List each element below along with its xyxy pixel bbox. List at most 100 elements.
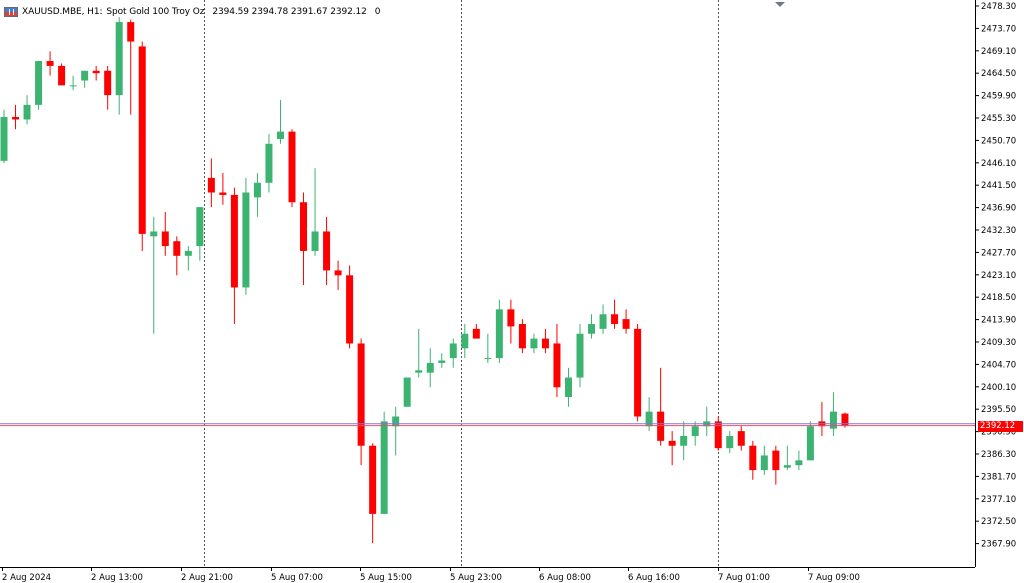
zero-value: 0 [374, 7, 381, 17]
y-tick-label: 2367.90 [981, 540, 1016, 550]
candle-bull [645, 411, 653, 427]
candle-bull [311, 231, 319, 251]
candle-bear [138, 46, 146, 234]
candle-bull [276, 131, 284, 139]
candle-bear [207, 177, 215, 193]
ohlc-values: 2394.59 2394.78 2391.67 2392.12 [212, 7, 367, 17]
y-tick-label: 2418.50 [981, 293, 1016, 303]
y-tick-label: 2432.30 [981, 226, 1016, 236]
candle-bull [438, 360, 446, 363]
y-tick-label: 2390.90 [981, 428, 1016, 438]
candle-bull [23, 104, 31, 120]
candle-bear [12, 117, 20, 120]
candle-bear [346, 275, 354, 344]
candle-bear [714, 421, 722, 449]
chart-header: XAUUSD.MBE, H1: Spot Gold 100 Troy Oz 23… [4, 5, 380, 19]
candle-bear [92, 70, 100, 74]
y-tick-label: 2459.90 [981, 92, 1016, 102]
candle-bear [300, 202, 308, 251]
candle-bear [357, 343, 365, 446]
candle-bull [242, 192, 250, 288]
y-tick-label: 2427.70 [981, 248, 1016, 258]
candle-bear [323, 231, 331, 271]
candle-bull [115, 22, 123, 96]
y-tick-label: 2464.50 [981, 69, 1016, 79]
y-tick-label: 2395.50 [981, 405, 1016, 415]
y-tick-label: 2436.90 [981, 204, 1016, 214]
candle-bull [426, 362, 434, 373]
y-tick-label: 2441.50 [981, 181, 1016, 191]
y-tick-label: 2372.50 [981, 517, 1016, 527]
candle-bear [611, 314, 619, 324]
y-tick-label: 2469.10 [981, 47, 1016, 57]
candle-bear [737, 431, 745, 446]
y-tick-label: 2473.70 [981, 24, 1016, 34]
candle-bear [46, 61, 54, 66]
candle-bull [760, 455, 768, 471]
y-tick-label: 2423.10 [981, 271, 1016, 281]
y-tick-label: 2413.90 [981, 316, 1016, 326]
candle-bull [576, 333, 584, 378]
x-tick-label: 5 Aug 07:00 [271, 573, 323, 583]
candle-bear [622, 319, 630, 329]
x-tick-label: 7 Aug 09:00 [808, 573, 860, 583]
x-tick-label: 2 Aug 21:00 [181, 573, 233, 583]
x-tick-label: 7 Aug 01:00 [718, 573, 770, 583]
y-tick-label: 2409.30 [981, 338, 1016, 348]
candle-bear [58, 65, 66, 86]
scroll-marker-icon[interactable] [775, 2, 785, 7]
candle-bear [772, 450, 780, 471]
candle-bull [691, 426, 699, 436]
candle-bull [484, 358, 492, 360]
candle-bear [369, 445, 377, 514]
candle-bull [392, 416, 400, 427]
x-axis-labels: 2 Aug 2024 2 Aug 13:00 2 Aug 21:00 5 Aug 07… [2, 567, 860, 583]
y-tick-label: 2478.30 [981, 2, 1016, 12]
y-tick-label: 2446.10 [981, 159, 1016, 169]
candle-bull [196, 207, 204, 247]
x-tick-label: 6 Aug 08:00 [539, 573, 591, 583]
candle-bear [749, 445, 757, 471]
y-tick-label: 2377.10 [981, 495, 1016, 505]
candle-bear [841, 413, 849, 426]
symbol-description: Spot Gold 100 Troy Oz [106, 7, 205, 17]
candles [0, 17, 849, 544]
chart-window-icon [4, 7, 18, 17]
candle-bull [449, 343, 457, 359]
candle-bear [472, 328, 480, 339]
candle-bull [726, 435, 734, 449]
x-tick-label: 2 Aug 2024 [2, 573, 51, 583]
candle-bull [265, 143, 273, 183]
y-tick-label: 2386.30 [981, 450, 1016, 460]
candle-bear [219, 192, 227, 195]
candle-bear [553, 343, 561, 388]
candle-bear [161, 231, 169, 247]
y-tick-label: 2450.70 [981, 136, 1016, 146]
candle-bull [599, 314, 607, 329]
day-separators [204, 0, 719, 567]
candle-bull [795, 460, 803, 466]
candle-bull [564, 377, 572, 398]
x-tick-label: 2 Aug 13:00 [91, 573, 143, 583]
candle-bear [657, 411, 665, 441]
candle-bear [230, 194, 238, 288]
candle-bear [334, 270, 342, 276]
candle-bear [541, 338, 549, 349]
candle-bull [806, 426, 814, 461]
candle-bull [415, 370, 423, 373]
symbol-label: XAUUSD.MBE, H1: [22, 7, 103, 17]
candle-bull [530, 338, 538, 349]
candle-bull [0, 117, 8, 161]
candle-bull [461, 333, 469, 349]
candle-bull [35, 61, 43, 105]
x-tick-label: 5 Aug 23:00 [450, 573, 502, 583]
candle-bull [403, 377, 411, 407]
candle-bull [829, 411, 837, 429]
x-tick-label: 5 Aug 15:00 [360, 573, 412, 583]
price-lines [0, 423, 975, 427]
candle-bear [173, 241, 181, 256]
candle-bull [253, 182, 261, 198]
candle-bull [588, 323, 596, 334]
candle-bear [634, 328, 642, 417]
